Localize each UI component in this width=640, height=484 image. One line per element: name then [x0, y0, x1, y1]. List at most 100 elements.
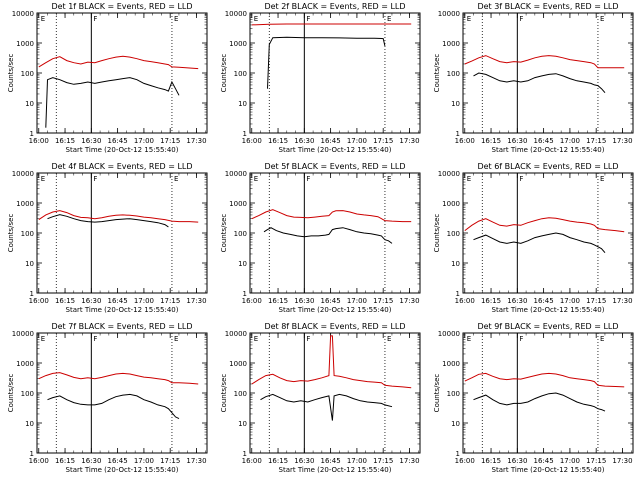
y-tick-label: 100	[234, 230, 247, 238]
plot-title: Det 4f BLACK = Events, RED = LLD	[51, 162, 192, 171]
y-tick-label: 1	[30, 290, 34, 298]
y-tick-label: 10	[451, 100, 460, 108]
x-tick-label: 16:00	[29, 457, 49, 465]
y-tick-label: 10000	[225, 170, 247, 178]
y-tick-label: 1000	[16, 200, 34, 208]
y-axis-label: Counts/sec	[220, 54, 228, 93]
y-tick-label: 100	[21, 70, 34, 78]
y-tick-label: 100	[447, 230, 460, 238]
plot-frame	[36, 172, 208, 294]
plot-3: Det 3f BLACK = Events, RED = LLD 1 10 100 10…	[433, 2, 634, 154]
x-tick-label: 17:15	[160, 457, 180, 465]
y-tick-label: 10	[451, 260, 460, 268]
x-tick-label: 16:00	[29, 297, 49, 305]
y-tick-label: 10	[451, 420, 460, 428]
y-tick-label: 1	[243, 130, 247, 138]
plot-frame	[249, 12, 421, 134]
x-tick-label: 16:30	[507, 137, 527, 145]
plot-title: Det 1f BLACK = Events, RED = LLD	[51, 2, 192, 11]
x-tick-label: 17:00	[347, 137, 367, 145]
y-tick-label: 10000	[438, 170, 460, 178]
x-tick-label: 17:30	[399, 137, 419, 145]
y-tick-label: 10	[25, 100, 34, 108]
x-tick-label: 17:15	[586, 297, 606, 305]
y-tick-label: 10000	[12, 330, 34, 338]
y-tick-label: 10	[238, 420, 247, 428]
plot-title: Det 5f BLACK = Events, RED = LLD	[264, 162, 405, 171]
y-tick-label: 1	[30, 130, 34, 138]
y-tick-label: 1000	[229, 200, 247, 208]
x-tick-label: 17:00	[134, 137, 154, 145]
x-tick-label: 17:15	[160, 297, 180, 305]
plot-frame	[36, 332, 208, 454]
x-tick-label: 16:30	[507, 457, 527, 465]
plot-9: Det 9f BLACK = Events, RED = LLD 1 10 100 10…	[433, 322, 634, 474]
y-tick-label: 1000	[229, 360, 247, 368]
marker-letter: E	[174, 335, 178, 343]
x-tick-label: 17:00	[560, 297, 580, 305]
y-tick-label: 100	[234, 390, 247, 398]
x-tick-label: 16:15	[481, 137, 501, 145]
x-tick-label: 16:15	[481, 457, 501, 465]
x-tick-label: 16:30	[81, 297, 101, 305]
plot-title: Det 7f BLACK = Events, RED = LLD	[51, 322, 192, 331]
x-tick-label: 16:00	[455, 297, 475, 305]
x-tick-label: 16:45	[534, 297, 554, 305]
plot-2: Det 2f BLACK = Events, RED = LLD 1 10 100 10…	[220, 2, 421, 154]
lld-series-line	[464, 217, 625, 233]
events-series-line	[473, 232, 606, 254]
x-axis-label: Start Time (20-Oct-12 15:55:40)	[279, 306, 392, 314]
x-tick-label: 16:45	[534, 457, 554, 465]
events-series-line	[267, 36, 386, 89]
marker-letter: F	[93, 175, 97, 183]
y-tick-label: 100	[447, 390, 460, 398]
y-tick-label: 1	[30, 450, 34, 458]
events-series-line	[47, 214, 169, 228]
y-tick-label: 1	[243, 450, 247, 458]
marker-letter: E	[174, 175, 178, 183]
plot-frame	[462, 12, 634, 134]
events-series-line	[473, 72, 606, 94]
events-series-line	[263, 227, 393, 244]
x-tick-label: 16:00	[455, 137, 475, 145]
marker-letter: E	[254, 335, 258, 343]
marker-letter: F	[306, 15, 310, 23]
plot-title: Det 9f BLACK = Events, RED = LLD	[477, 322, 618, 331]
plot-1: Det 1f BLACK = Events, RED = LLD 1 10 100 10…	[7, 2, 208, 154]
marker-letter: E	[387, 175, 391, 183]
x-tick-label: 16:45	[534, 137, 554, 145]
x-axis-label: Start Time (20-Oct-12 15:55:40)	[66, 466, 179, 474]
marker-letter: F	[306, 335, 310, 343]
x-tick-label: 16:45	[108, 297, 128, 305]
y-tick-label: 100	[234, 70, 247, 78]
x-tick-label: 16:15	[55, 137, 75, 145]
y-tick-label: 100	[447, 70, 460, 78]
y-tick-label: 10000	[438, 330, 460, 338]
x-tick-label: 16:45	[108, 137, 128, 145]
x-axis-label: Start Time (20-Oct-12 15:55:40)	[492, 306, 605, 314]
y-tick-label: 100	[21, 230, 34, 238]
x-axis-label: Start Time (20-Oct-12 15:55:40)	[66, 306, 179, 314]
x-tick-label: 16:45	[321, 457, 341, 465]
x-tick-label: 17:15	[373, 137, 393, 145]
marker-letter: E	[600, 335, 604, 343]
y-tick-label: 10000	[225, 330, 247, 338]
x-tick-label: 16:30	[81, 137, 101, 145]
x-tick-label: 17:15	[586, 457, 606, 465]
x-tick-label: 17:30	[399, 297, 419, 305]
x-tick-label: 16:00	[242, 457, 262, 465]
marker-letter: F	[519, 15, 523, 23]
events-series-line	[260, 393, 393, 421]
y-axis-label: Counts/sec	[7, 54, 15, 93]
x-tick-label: 17:00	[347, 457, 367, 465]
x-axis-label: Start Time (20-Oct-12 15:55:40)	[492, 466, 605, 474]
x-tick-label: 16:30	[294, 137, 314, 145]
events-series-line	[47, 393, 180, 420]
y-tick-label: 10000	[438, 10, 460, 18]
y-axis-label: Counts/sec	[7, 214, 15, 253]
x-tick-label: 17:15	[373, 297, 393, 305]
x-tick-label: 17:15	[586, 137, 606, 145]
x-tick-label: 16:30	[294, 457, 314, 465]
x-tick-label: 16:00	[29, 137, 49, 145]
